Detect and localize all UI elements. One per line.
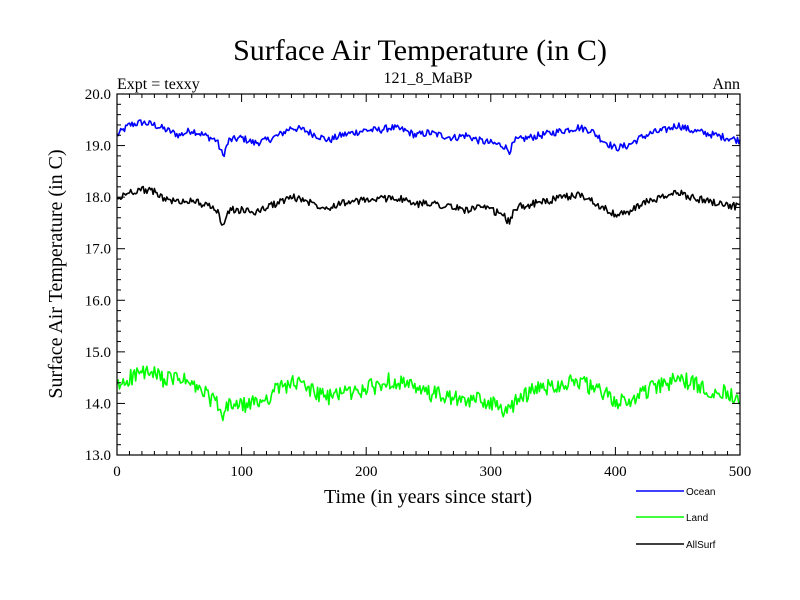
x-axis-label: Time (in years since start) [324, 486, 532, 508]
y-tick-label: 15.0 [85, 345, 111, 361]
series-line-ocean [116, 119, 741, 158]
experiment-label: Expt = texxy [117, 76, 200, 93]
axis-layer: 13.0 14.0 15.0 16.0 17.0 18.0 19.0 20.0 0 100 200 3… [85, 87, 752, 480]
y-tick-label: 13.0 [85, 448, 111, 464]
legend-label-ocean: Ocean [686, 487, 715, 498]
y-tick-label: 16.0 [85, 293, 111, 309]
x-tick-label: 0 [113, 464, 121, 480]
y-tick-label: 19.0 [85, 139, 111, 155]
x-tick-label: 300 [480, 464, 503, 480]
y-tick-label: 14.0 [85, 396, 111, 412]
x-tick-label: 500 [729, 464, 752, 480]
legend-label-allsurf: AllSurf [686, 540, 716, 551]
x-tick-label: 400 [604, 464, 627, 480]
series-layer [116, 119, 741, 422]
y-tick-label: 17.0 [85, 242, 111, 258]
series-line-allsurf [116, 185, 741, 226]
y-tick-label: 18.0 [85, 190, 111, 206]
y-tick-label: 20.0 [85, 87, 111, 103]
x-tick-label: 200 [355, 464, 378, 480]
legend-label-land: Land [686, 513, 708, 524]
chart-subtitle: 121_8_MaBP [384, 70, 473, 87]
plot-frame [116, 93, 741, 456]
x-tick-label: 100 [230, 464, 253, 480]
legend: Ocean Land AllSurf [636, 487, 716, 551]
season-label: Ann [712, 76, 740, 93]
series-line-land [116, 365, 741, 422]
chart-title: Surface Air Temperature (in C) [233, 34, 607, 67]
y-axis-label: Surface Air Temperature (in C) [45, 149, 67, 398]
